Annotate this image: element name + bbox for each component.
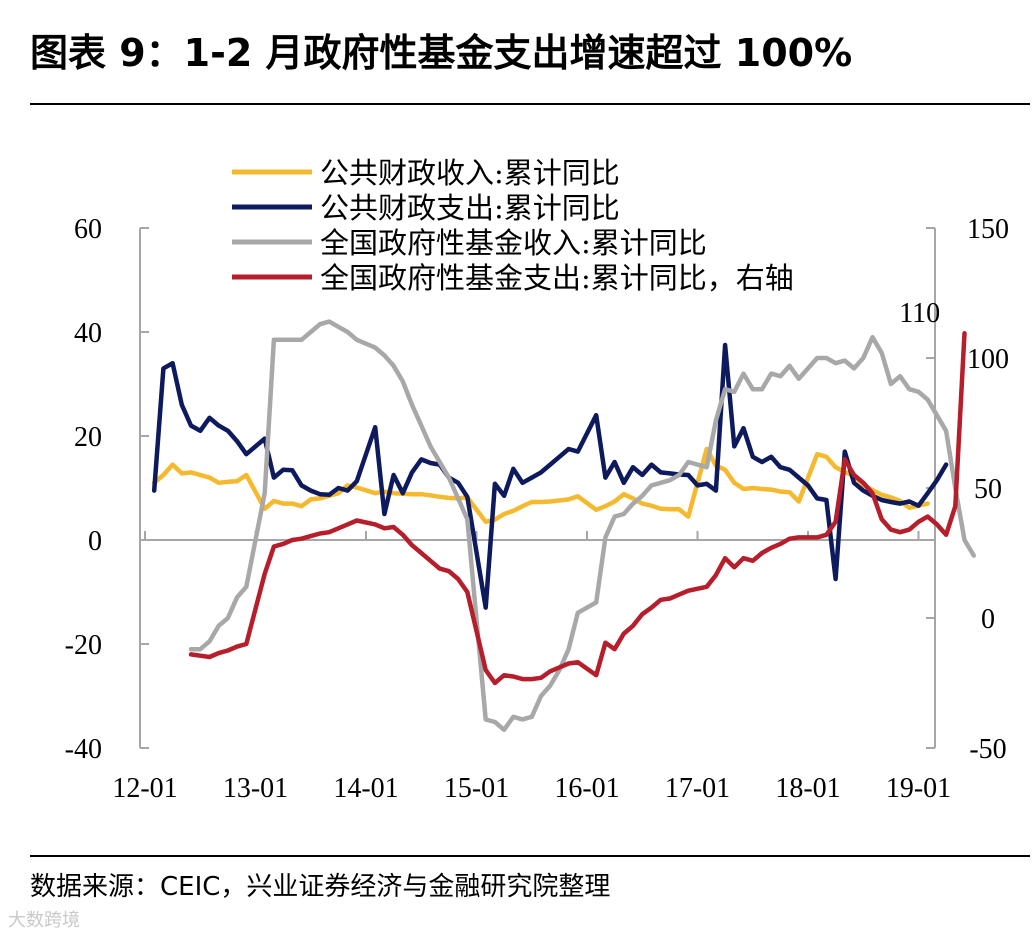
data-label: 110 <box>899 298 940 329</box>
chart-axes <box>139 227 936 749</box>
chart-legend: 公共财政收入:累计同比公共财政支出:累计同比全国政府性基金收入:累计同比全国政府… <box>232 156 794 295</box>
source-note: 数据来源：CEIC，兴业证券经济与金融研究院整理 <box>30 872 611 902</box>
left-tick-label: 0 <box>88 526 102 557</box>
legend-label: 公共财政支出:累计同比 <box>320 191 620 225</box>
x-tick-label: 13-01 <box>223 773 288 804</box>
x-tick-label: 16-01 <box>554 773 619 804</box>
left-tick-label: -20 <box>65 630 102 661</box>
source-divider <box>30 855 1030 857</box>
chart-labels: 60 40 20 0 -20 -40 150 100 50 0 -50 12-01 13-01 14-01… <box>65 214 1009 804</box>
series-line-1 <box>151 446 930 525</box>
x-tick-label: 14-01 <box>333 773 398 804</box>
right-tick-label: 50 <box>974 474 1002 505</box>
legend-label: 公共财政收入:累计同比 <box>320 156 620 190</box>
title-divider <box>30 103 1030 105</box>
left-tick-label: -40 <box>65 734 102 765</box>
right-tick-label: 0 <box>981 604 995 635</box>
left-tick-label: 20 <box>74 422 102 453</box>
series-line-2 <box>151 342 949 610</box>
x-tick-label: 17-01 <box>665 773 730 804</box>
legend-label: 全国政府性基金收入:累计同比 <box>320 226 707 260</box>
chart-title: 图表 9：1-2 月政府性基金支出增速超过 100% <box>30 31 853 75</box>
x-tick-label: 19-01 <box>886 773 951 804</box>
chart-lines <box>151 319 977 733</box>
legend-label: 全国政府性基金支出:累计同比，右轴 <box>320 261 794 295</box>
series-line-3 <box>188 319 977 733</box>
right-tick-label: -50 <box>969 734 1006 765</box>
right-tick-label: 100 <box>967 344 1009 375</box>
x-tick-label: 15-01 <box>444 773 509 804</box>
x-tick-label: 18-01 <box>775 773 840 804</box>
left-tick-label: 60 <box>74 214 102 245</box>
left-tick-label: 40 <box>74 318 102 349</box>
x-tick-label: 12-01 <box>112 773 177 804</box>
watermark-text: 大数跨境 <box>8 910 80 931</box>
series-line-4 <box>188 331 967 686</box>
right-tick-label: 150 <box>967 214 1009 245</box>
